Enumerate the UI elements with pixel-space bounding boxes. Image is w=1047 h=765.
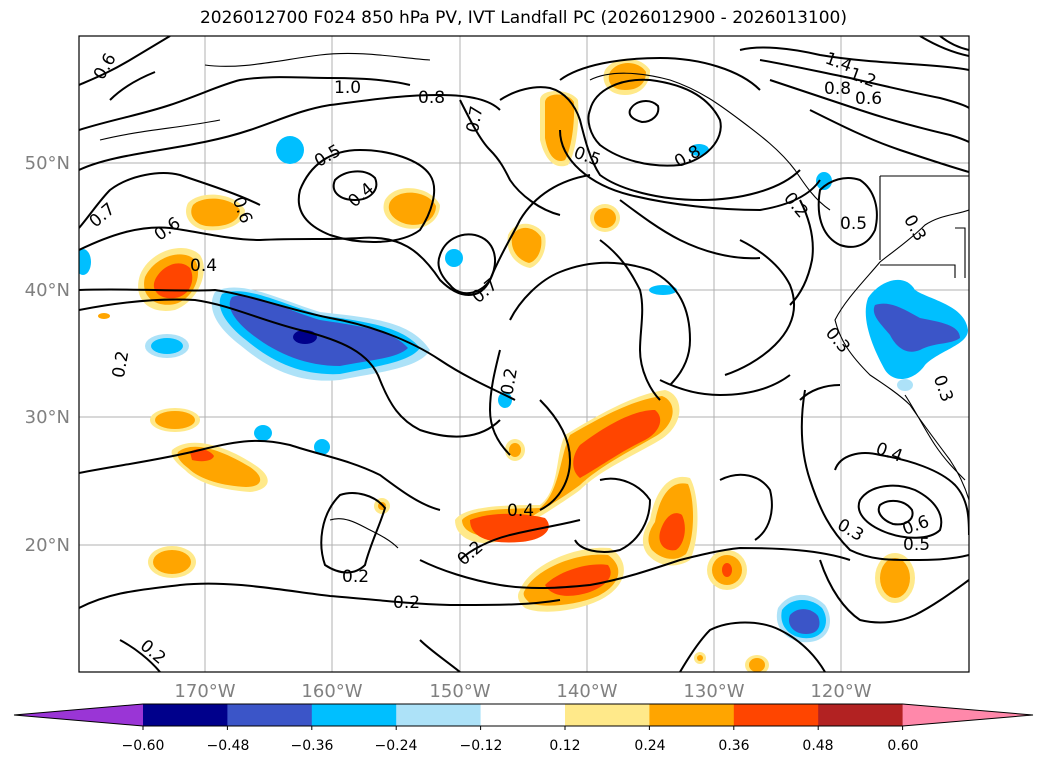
colorbar-extend-high — [902, 704, 1033, 726]
colorbar-tick-label: −0.24 — [375, 738, 418, 754]
colorbar-tick-label: 0.48 — [802, 738, 833, 754]
colorbar-tick-label: −0.36 — [291, 738, 334, 754]
lon-tick-label: 150°W — [429, 681, 490, 702]
lat-tick-label: 50°N — [25, 153, 70, 174]
longitude-labels: 170°W 160°W 150°W 140°W 130°W 120°W — [174, 681, 871, 702]
lat-tick-label: 40°N — [25, 280, 70, 301]
map-panel: 0.6 1.0 0.8 0.7 0.5 0.4 0.6 0.7 0.6 0.4 … — [79, 36, 969, 672]
colorbar-extend-low — [14, 704, 143, 726]
ivt-shading — [79, 58, 968, 672]
lat-tick-label: 20°N — [25, 535, 70, 556]
colorbar-tick-label: 0.60 — [887, 738, 918, 754]
lon-tick-label: 120°W — [810, 681, 871, 702]
pv-contours — [79, 36, 969, 672]
contour-label: 0.8 — [824, 79, 851, 99]
contour-label: 0.2 — [497, 367, 521, 397]
colorbar-tick-label: 0.24 — [634, 738, 665, 754]
contour-label: 0.8 — [418, 88, 445, 108]
colorbar-segment — [818, 704, 904, 726]
latitude-labels: 50°N 40°N 30°N 20°N — [25, 153, 70, 556]
lon-tick-label: 140°W — [556, 681, 617, 702]
contour-label: 0.2 — [342, 567, 369, 587]
colorbar-segment — [480, 704, 566, 726]
colorbar-segment — [649, 704, 735, 726]
colorbar-segment — [396, 704, 482, 726]
contour-label: 0.7 — [463, 104, 487, 134]
colorbar-segment — [227, 704, 313, 726]
lon-tick-label: 170°W — [174, 681, 235, 702]
contour-label: 0.6 — [855, 89, 882, 109]
colorbar-tick-label: −0.48 — [207, 738, 250, 754]
colorbar-tick-label: −0.60 — [122, 738, 165, 754]
lon-tick-label: 160°W — [301, 681, 362, 702]
colorbar-tick-label: 0.36 — [718, 738, 749, 754]
coastlines — [99, 52, 969, 549]
contour-label: 1.0 — [334, 78, 361, 98]
lon-tick-label: 130°W — [683, 681, 744, 702]
contour-label: 0.4 — [507, 501, 534, 521]
colorbar-tick-label: −0.12 — [460, 738, 503, 754]
contour-label: 0.4 — [190, 256, 217, 276]
contour-label: 0.2 — [109, 349, 133, 379]
colorbar-segment — [565, 704, 650, 726]
lat-tick-label: 30°N — [25, 407, 70, 428]
colorbar-segment — [311, 704, 397, 726]
map-frame — [78, 35, 970, 673]
map-title: 2026012700 F024 850 hPa PV, IVT Landfall… — [199, 8, 847, 28]
contour-label: 0.5 — [840, 214, 867, 234]
colorbar-tick-label: 0.12 — [549, 738, 580, 754]
contour-label: 0.5 — [903, 535, 930, 555]
colorbar-segment — [733, 704, 819, 726]
contour-label: 0.2 — [393, 593, 420, 613]
colorbar-segment — [143, 704, 228, 726]
colorbar: −0.60 −0.48 −0.36 −0.24 −0.12 0.12 0.24 … — [13, 703, 1034, 754]
